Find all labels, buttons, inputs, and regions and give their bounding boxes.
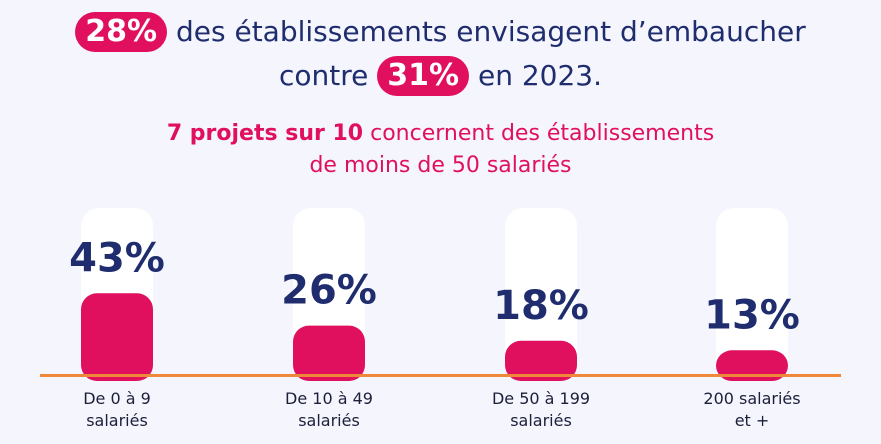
category-label: De 50 à 199 [492, 389, 590, 408]
headline: 28% des établissements envisagent d’emba… [0, 12, 881, 52]
bar [81, 293, 153, 381]
headline-text-year: en 2023. [477, 59, 603, 92]
bar-value-label: 26% [281, 268, 377, 314]
baseline [40, 374, 841, 377]
bar-track [716, 208, 788, 381]
headline-text-contre: contre [278, 59, 369, 92]
subtitle-bold: 7 projets sur 10 [166, 121, 364, 146]
bar-value-label: 18% [493, 283, 589, 329]
category-label: salariés [510, 411, 572, 430]
bar-track [505, 208, 577, 381]
category-label: 200 salariés [703, 389, 800, 408]
headline-compare-badge: 31% [377, 56, 470, 96]
category-label: et + [735, 411, 770, 430]
category-label: salariés [298, 411, 360, 430]
subtitle-line1: 7 projets sur 10 concernent des établiss… [0, 118, 881, 150]
bar [716, 350, 788, 381]
headline-percent-badge: 28% [75, 12, 168, 52]
bar-value-label: 13% [704, 292, 800, 338]
bar [293, 325, 365, 381]
category-label: De 10 à 49 [285, 389, 373, 408]
headline-text-line1: des établissements envisagent d’embauche… [175, 15, 806, 48]
subtitle-line2: de moins de 50 salariés [309, 153, 572, 178]
subtitle-rest: concernent des établissements [370, 121, 715, 146]
bar [505, 340, 577, 381]
category-label: De 0 à 9 [83, 389, 151, 408]
bar-value-label: 43% [69, 235, 165, 281]
headline-line2: contre 31% en 2023. [0, 56, 881, 96]
category-label: salariés [86, 411, 148, 430]
